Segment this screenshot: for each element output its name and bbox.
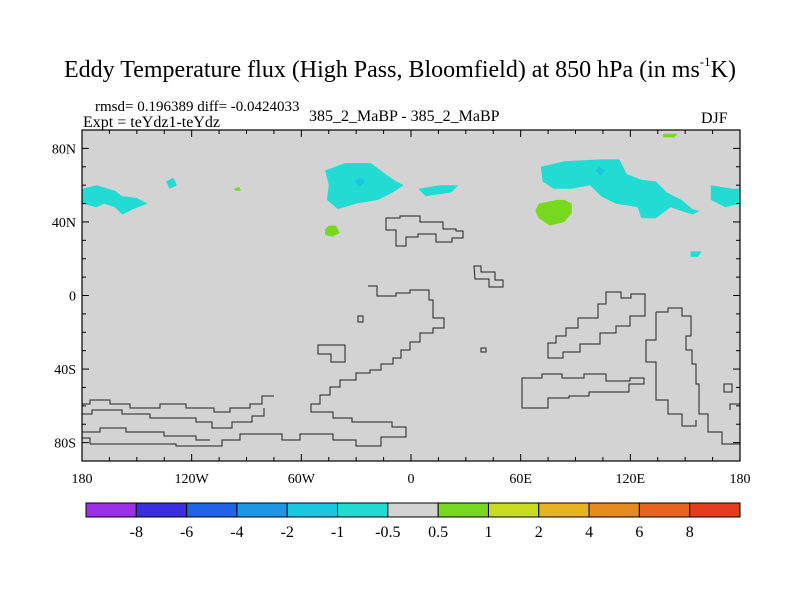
x-tick-label: 180 <box>730 472 751 487</box>
colorbar-swatch <box>588 502 640 518</box>
coastline-9 <box>645 312 697 427</box>
colorbar-label: -6 <box>180 524 193 541</box>
coastline-4 <box>317 344 346 363</box>
y-tick-label: 80N <box>52 142 76 157</box>
coastline-14 <box>82 427 210 441</box>
colorbar-label: 0.5 <box>428 524 448 541</box>
colorbar-label: -0.5 <box>375 524 400 541</box>
flux-region-0-1 <box>83 194 99 206</box>
flux-region-0-3 <box>325 163 404 210</box>
colorbar-swatch <box>387 502 439 518</box>
coastline-6 <box>547 291 646 359</box>
x-tick-label: 120E <box>616 472 646 487</box>
coastline-0 <box>385 215 464 247</box>
y-tick-label: 80S <box>54 437 76 452</box>
comparison-label: 385_2_MaBP - 385_2_MaBP <box>309 108 500 125</box>
coastline-15 <box>82 437 91 444</box>
flux-region-0-5 <box>540 159 700 219</box>
colorbar-label: 1 <box>484 524 492 541</box>
experiment-label: Expt = teYdz1-teYdz <box>83 114 220 131</box>
colorbar-swatch <box>487 502 540 518</box>
map-plot <box>82 130 740 461</box>
flux-region-2-0 <box>535 199 572 226</box>
colorbar-swatch <box>638 502 691 518</box>
coastline-3 <box>357 315 364 323</box>
colorbar-swatch <box>85 502 137 518</box>
flux-region-2-3 <box>663 133 678 138</box>
colorbar-swatch <box>689 502 741 518</box>
chart-title: Eddy Temperature flux (High Pass, Bloomf… <box>64 54 736 83</box>
flux-region-0-0 <box>82 185 148 215</box>
flux-region-0-2 <box>166 177 177 189</box>
colorbar-label: 4 <box>585 524 593 541</box>
flux-region-1-0 <box>354 177 366 187</box>
x-tick-label: 0 <box>408 472 415 487</box>
coastline-2 <box>90 285 445 447</box>
coastline-8 <box>656 307 740 445</box>
coastline-5 <box>480 347 487 353</box>
colorbar-swatch <box>538 502 590 518</box>
coastline-13 <box>82 408 265 429</box>
colorbar-label: -4 <box>230 524 243 541</box>
flux-region-1-1 <box>595 166 605 176</box>
colorbar-label: -8 <box>130 524 143 541</box>
map-axes: 180 120W 60W 0 60E 120E 180 80N 40N 0 40S 80S <box>52 129 751 487</box>
x-tick-label: 60E <box>509 472 532 487</box>
flux-region-0-7 <box>690 251 702 257</box>
x-tick-label: 180 <box>72 472 93 487</box>
y-tick-label: 40S <box>54 363 76 378</box>
y-tick-label: 0 <box>69 290 76 305</box>
colorbar: -8 -6 -4 -2 -1 -0.5 0.5 1 2 4 6 8 <box>85 502 741 541</box>
flux-region-2-2 <box>233 187 241 191</box>
coastline-11 <box>729 403 740 410</box>
x-tick-label: 120W <box>175 472 210 487</box>
flux-region-0-4 <box>418 185 459 197</box>
colorbar-label: -1 <box>331 524 344 541</box>
coastline-12 <box>82 395 274 413</box>
colorbar-label: -2 <box>281 524 294 541</box>
coastline-1 <box>473 265 504 288</box>
field-background <box>82 130 740 461</box>
colorbar-swatch <box>337 502 389 518</box>
colorbar-label: 2 <box>535 524 543 541</box>
colorbar-swatch <box>236 502 288 518</box>
coastline-10 <box>723 383 733 393</box>
flux-region-2-1 <box>325 225 340 237</box>
y-tick-label: 40N <box>52 216 76 231</box>
colorbar-swatch <box>135 502 188 518</box>
x-tick-label: 60W <box>288 472 316 487</box>
colorbar-label: 8 <box>686 524 694 541</box>
colorbar-swatch <box>286 502 339 518</box>
season-label: DJF <box>701 110 728 127</box>
stats-label: rmsd= 0.196389 diff= -0.0424033 <box>95 99 300 115</box>
colorbar-label: 6 <box>635 524 643 541</box>
colorbar-swatch <box>186 502 238 518</box>
flux-region-0-6 <box>710 185 740 208</box>
coastline-7 <box>521 373 645 409</box>
colorbar-swatch <box>437 502 489 518</box>
